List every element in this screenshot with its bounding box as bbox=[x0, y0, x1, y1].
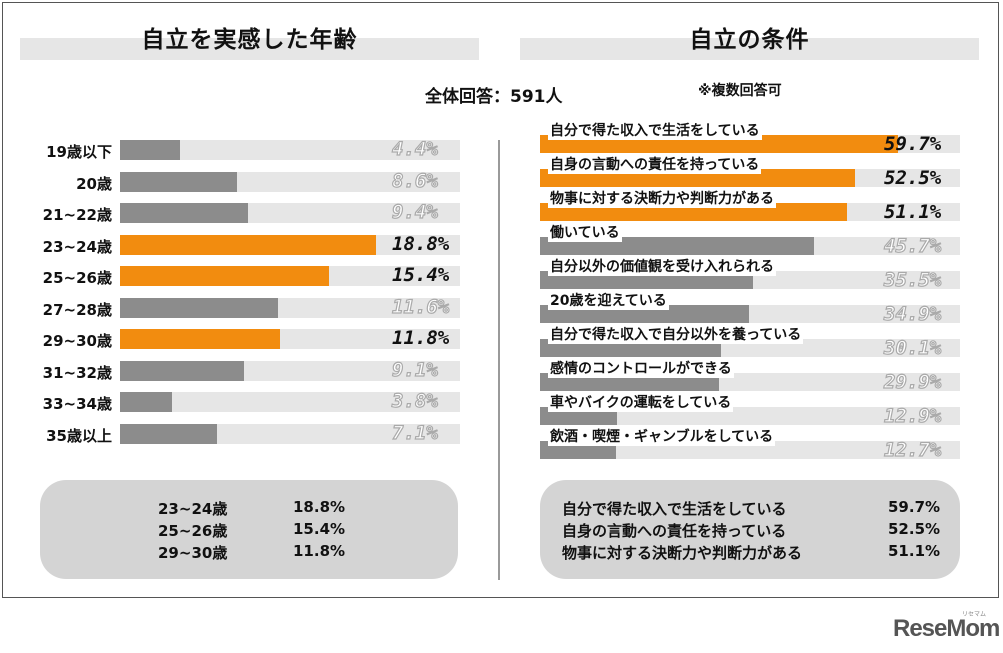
age-category-label: 20歳 bbox=[76, 174, 112, 193]
condition-category-label: 働いている bbox=[548, 222, 622, 242]
age-category-label: 31~32歳 bbox=[42, 363, 112, 382]
age-bar bbox=[120, 171, 237, 192]
condition-category-label: 自分で得た収入で生活をしている bbox=[548, 120, 762, 140]
age-bar bbox=[120, 234, 376, 255]
condition-value-label: 12.7% bbox=[883, 438, 942, 461]
summary-age-value: 18.8% bbox=[293, 498, 346, 516]
condition-value-label: 59.7% bbox=[884, 133, 942, 155]
age-value-label: 15.4% bbox=[392, 264, 450, 286]
age-value-label: 4.4% bbox=[391, 137, 438, 160]
age-category-label: 29~30歳 bbox=[42, 332, 112, 350]
age-bar bbox=[120, 392, 172, 412]
condition-category-label: 20歳を迎えている bbox=[548, 290, 669, 310]
summary-age-value: 15.4% bbox=[293, 520, 346, 538]
age-bar bbox=[120, 203, 248, 223]
age-bar bbox=[120, 266, 330, 286]
summary-condition-label: 自分で得た収入で生活をしている bbox=[562, 500, 787, 518]
summary-age-value: 11.8% bbox=[293, 542, 346, 560]
condition-value-label: 51.1% bbox=[884, 201, 942, 223]
condition-category-label: 自身の言動への責任を持っている bbox=[548, 154, 762, 174]
age-value-label: 9.1% bbox=[391, 358, 438, 381]
summary-age-label: 29~30歳 bbox=[158, 544, 228, 562]
panel-divider bbox=[498, 140, 500, 580]
condition-category-label: 自分以外の価値観を受け入れられる bbox=[548, 256, 776, 276]
condition-category-label: 自分で得た収入で自分以外を養っている bbox=[548, 324, 804, 344]
age-value-label: 11.6% bbox=[391, 295, 450, 318]
age-bar-track bbox=[120, 297, 460, 318]
resemom-logo-kana: リセマム bbox=[962, 611, 987, 618]
condition-value-label: 34.9% bbox=[883, 302, 942, 325]
summary-condition-value: 52.5% bbox=[888, 520, 941, 538]
age-bar bbox=[120, 329, 281, 349]
age-value-label: 7.1% bbox=[391, 421, 438, 444]
right-panel-title-bar: 自立の条件 bbox=[520, 27, 979, 60]
age-category-label: 21~22歳 bbox=[42, 206, 112, 224]
summary-age-label: 23~24歳 bbox=[158, 500, 228, 518]
age-bar-track bbox=[120, 140, 460, 160]
condition-value-label: 35.5% bbox=[883, 268, 942, 291]
age-value-label: 8.6% bbox=[391, 169, 438, 192]
condition-category-label: 車やバイクの運転をしている bbox=[548, 392, 734, 412]
condition-value-label: 52.5% bbox=[884, 167, 942, 189]
multiple-answer-note: ※複数回答可 bbox=[698, 83, 782, 99]
condition-value-label: 12.9% bbox=[883, 404, 942, 427]
age-bar bbox=[120, 297, 278, 318]
age-bar-track bbox=[120, 329, 460, 349]
summary-condition-value: 59.7% bbox=[888, 498, 941, 516]
age-value-label: 11.8% bbox=[392, 327, 450, 349]
resemom-logo: ReseMom bbox=[893, 615, 1000, 642]
age-value-label: 18.8% bbox=[392, 232, 450, 255]
condition-category-label: 感情のコントロールができる bbox=[548, 358, 734, 378]
age-summary-box: 23~24歳 18.8% 25~26歳 15.4% 29~30歳 11.8% bbox=[40, 480, 458, 579]
total-respondents: 全体回答：591人 bbox=[425, 87, 563, 107]
age-bar-track bbox=[120, 203, 460, 223]
age-category-label: 35歳以上 bbox=[46, 426, 112, 445]
age-category-label: 19歳以下 bbox=[46, 143, 112, 161]
age-bar-track bbox=[120, 360, 460, 381]
age-bar-track bbox=[120, 266, 460, 286]
age-bar-track bbox=[120, 423, 460, 444]
age-bar-track bbox=[120, 171, 460, 192]
summary-condition-label: 自身の言動への責任を持っている bbox=[562, 522, 787, 540]
condition-value-label: 29.9% bbox=[883, 370, 942, 393]
age-category-label: 25~26歳 bbox=[42, 269, 112, 287]
right-panel-title: 自立の条件 bbox=[689, 27, 810, 53]
age-category-label: 23~24歳 bbox=[42, 237, 112, 256]
age-bar-track bbox=[120, 392, 460, 412]
condition-summary-box: 自分で得た収入で生活をしている 59.7% 自身の言動への責任を持っている 52… bbox=[540, 480, 960, 579]
summary-condition-value: 51.1% bbox=[888, 542, 941, 560]
condition-category-label: 飲酒・喫煙・ギャンブルをしている bbox=[548, 426, 776, 446]
left-panel-title: 自立を実感した年齢 bbox=[141, 27, 358, 53]
condition-value-label: 45.7% bbox=[883, 234, 942, 257]
age-category-label: 27~28歳 bbox=[42, 300, 112, 319]
age-bar bbox=[120, 360, 244, 381]
condition-value-label: 30.1% bbox=[883, 336, 942, 359]
age-bar-track bbox=[120, 234, 460, 255]
summary-age-label: 25~26歳 bbox=[158, 522, 228, 540]
condition-category-label: 物事に対する決断力や判断力がある bbox=[548, 188, 776, 208]
age-category-label: 33~34歳 bbox=[42, 395, 112, 413]
summary-condition-label: 物事に対する決断力や判断力がある bbox=[562, 544, 803, 562]
age-bar bbox=[120, 423, 217, 444]
age-bar bbox=[120, 140, 180, 160]
left-panel-title-bar: 自立を実感した年齢 bbox=[20, 27, 479, 60]
age-value-label: 3.8% bbox=[391, 389, 438, 412]
age-value-label: 9.4% bbox=[391, 200, 438, 223]
